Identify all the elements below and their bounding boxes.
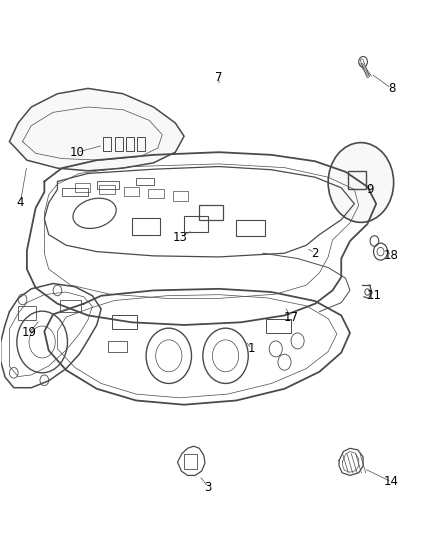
Bar — [132, 217, 160, 235]
Bar — [148, 189, 163, 198]
Bar — [348, 171, 366, 189]
Bar — [126, 137, 134, 151]
Text: 14: 14 — [384, 475, 399, 488]
Text: 4: 4 — [17, 196, 24, 209]
Bar — [115, 137, 123, 151]
Bar — [124, 187, 139, 196]
Bar — [75, 182, 90, 192]
Text: 13: 13 — [172, 231, 187, 244]
Text: 10: 10 — [70, 146, 85, 159]
Text: 17: 17 — [283, 311, 299, 324]
Bar — [62, 188, 88, 196]
Text: 18: 18 — [384, 249, 399, 262]
Bar — [138, 137, 145, 151]
Text: 3: 3 — [205, 481, 212, 494]
Bar — [199, 205, 223, 220]
Text: 11: 11 — [367, 289, 381, 302]
Bar — [184, 454, 197, 469]
Bar — [99, 184, 115, 194]
Bar — [97, 181, 119, 189]
Bar — [184, 216, 208, 232]
Bar — [112, 316, 138, 329]
Polygon shape — [10, 88, 184, 171]
Bar — [173, 191, 188, 200]
Bar — [103, 137, 111, 151]
Bar — [136, 178, 153, 185]
Bar — [237, 220, 265, 236]
Text: 7: 7 — [215, 71, 223, 84]
Bar — [18, 306, 35, 320]
Bar — [266, 319, 291, 333]
Bar — [108, 341, 127, 352]
Text: 8: 8 — [388, 82, 395, 95]
Text: 9: 9 — [366, 183, 373, 196]
Text: 2: 2 — [311, 247, 319, 260]
Text: 19: 19 — [21, 326, 37, 340]
Text: 1: 1 — [248, 342, 255, 356]
Circle shape — [328, 143, 394, 222]
Bar — [60, 300, 81, 312]
